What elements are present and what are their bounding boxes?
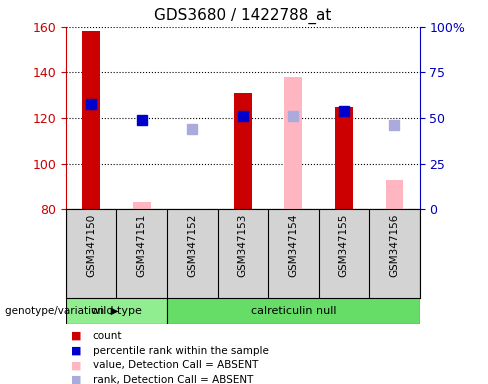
Bar bbox=[82, 31, 100, 209]
Text: calreticulin null: calreticulin null bbox=[250, 306, 336, 316]
Text: ■: ■ bbox=[71, 331, 81, 341]
Text: ■: ■ bbox=[71, 375, 81, 384]
Text: genotype/variation  ▶: genotype/variation ▶ bbox=[5, 306, 119, 316]
Text: GSM347155: GSM347155 bbox=[339, 214, 349, 277]
Text: count: count bbox=[93, 331, 122, 341]
Bar bbox=[133, 202, 150, 209]
Bar bbox=[386, 180, 403, 209]
Text: GSM347156: GSM347156 bbox=[389, 214, 399, 277]
Bar bbox=[66, 298, 167, 324]
Text: GSM347152: GSM347152 bbox=[187, 214, 197, 277]
Bar bbox=[285, 77, 302, 209]
Bar bbox=[335, 107, 353, 209]
Bar bbox=[167, 298, 420, 324]
Text: value, Detection Call = ABSENT: value, Detection Call = ABSENT bbox=[93, 360, 258, 370]
Text: GSM347150: GSM347150 bbox=[86, 214, 96, 277]
Text: GSM347154: GSM347154 bbox=[288, 214, 298, 277]
Text: ■: ■ bbox=[71, 360, 81, 370]
Text: GSM347151: GSM347151 bbox=[137, 214, 147, 277]
Text: percentile rank within the sample: percentile rank within the sample bbox=[93, 346, 268, 356]
Text: GSM347153: GSM347153 bbox=[238, 214, 248, 277]
Bar bbox=[234, 93, 252, 209]
Title: GDS3680 / 1422788_at: GDS3680 / 1422788_at bbox=[154, 8, 331, 24]
Text: rank, Detection Call = ABSENT: rank, Detection Call = ABSENT bbox=[93, 375, 253, 384]
Text: ■: ■ bbox=[71, 346, 81, 356]
Text: wild type: wild type bbox=[91, 306, 142, 316]
